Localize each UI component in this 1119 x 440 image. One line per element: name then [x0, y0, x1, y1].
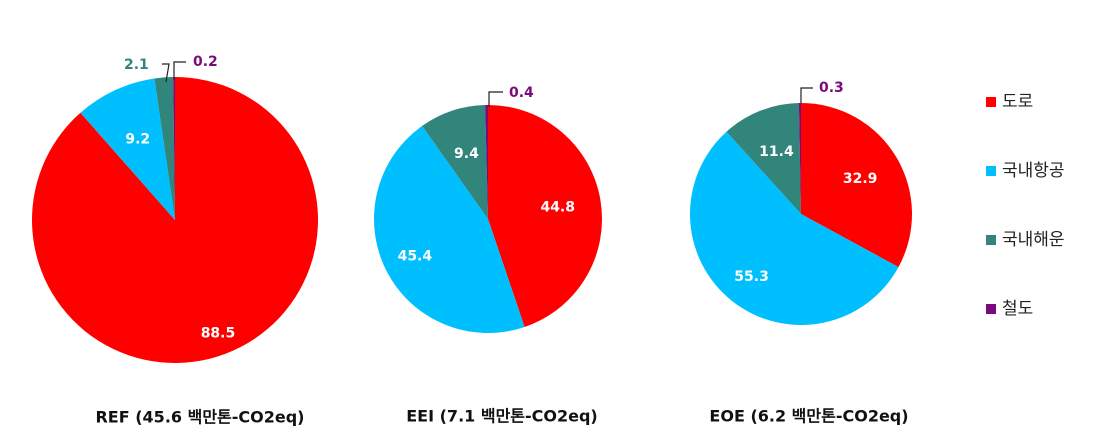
data-label-air: 45.4: [398, 248, 433, 264]
data-label-ship: 2.1: [124, 57, 149, 73]
data-label-rail: 0.3: [819, 80, 844, 96]
chart-title: REF (45.6 백만톤-CO2eq): [95, 408, 304, 427]
slice-ship: [422, 105, 488, 219]
slice-air: [690, 131, 899, 326]
data-label-ship: 9.4: [454, 146, 479, 162]
slice-ship: [154, 77, 175, 220]
slice-rail: [798, 103, 801, 214]
legend-swatch: [986, 166, 996, 176]
slice-rail: [485, 105, 488, 219]
leader-line: [800, 87, 813, 103]
slice-road: [801, 103, 912, 268]
data-label-road: 44.8: [540, 200, 575, 216]
chart-title: EEI (7.1 백만톤-CO2eq): [406, 407, 598, 426]
slice-road: [488, 105, 602, 327]
chart-title: EOE (6.2 백만톤-CO2eq): [709, 407, 908, 426]
data-label-road: 32.9: [843, 171, 878, 187]
pie-1: 88.5 9.2 2.1 0.2 REF (45.6 백만톤-CO2eq): [31, 54, 319, 427]
data-label-air: 55.3: [734, 269, 769, 285]
leader-line: [488, 91, 503, 107]
data-label-rail: 0.4: [509, 85, 534, 101]
data-label-rail: 0.2: [193, 54, 218, 70]
slice-air: [80, 78, 175, 220]
slice-rail: [173, 77, 175, 220]
leader-line: [173, 61, 186, 80]
legend-label: 국내해운: [1002, 230, 1065, 250]
legend-item-air: 국내항공: [986, 161, 1065, 181]
legend-swatch: [986, 235, 996, 245]
slice-ship: [726, 103, 801, 214]
legend-label: 철도: [1002, 299, 1033, 319]
data-label-ship: 11.4: [759, 144, 794, 160]
data-label-air: 9.2: [125, 132, 150, 148]
legend-item-ship: 국내해운: [986, 230, 1065, 250]
legend-item-road: 도로: [986, 92, 1033, 112]
legend-label: 국내항공: [1002, 161, 1065, 181]
slice-road: [31, 77, 319, 363]
legend-item-rail: 철도: [986, 299, 1033, 319]
slice-air: [374, 125, 525, 334]
legend-swatch: [986, 304, 996, 314]
leader-line: [162, 63, 170, 83]
data-label-road: 88.5: [201, 326, 236, 342]
pie-3: 32.9 55.3 11.4 0.3 EOE (6.2 백만톤-CO2eq): [690, 80, 912, 426]
pie-2: 44.8 45.4 9.4 0.4 EEI (7.1 백만톤-CO2eq): [374, 85, 602, 426]
legend-swatch: [986, 97, 996, 107]
legend-label: 도로: [1002, 92, 1033, 112]
